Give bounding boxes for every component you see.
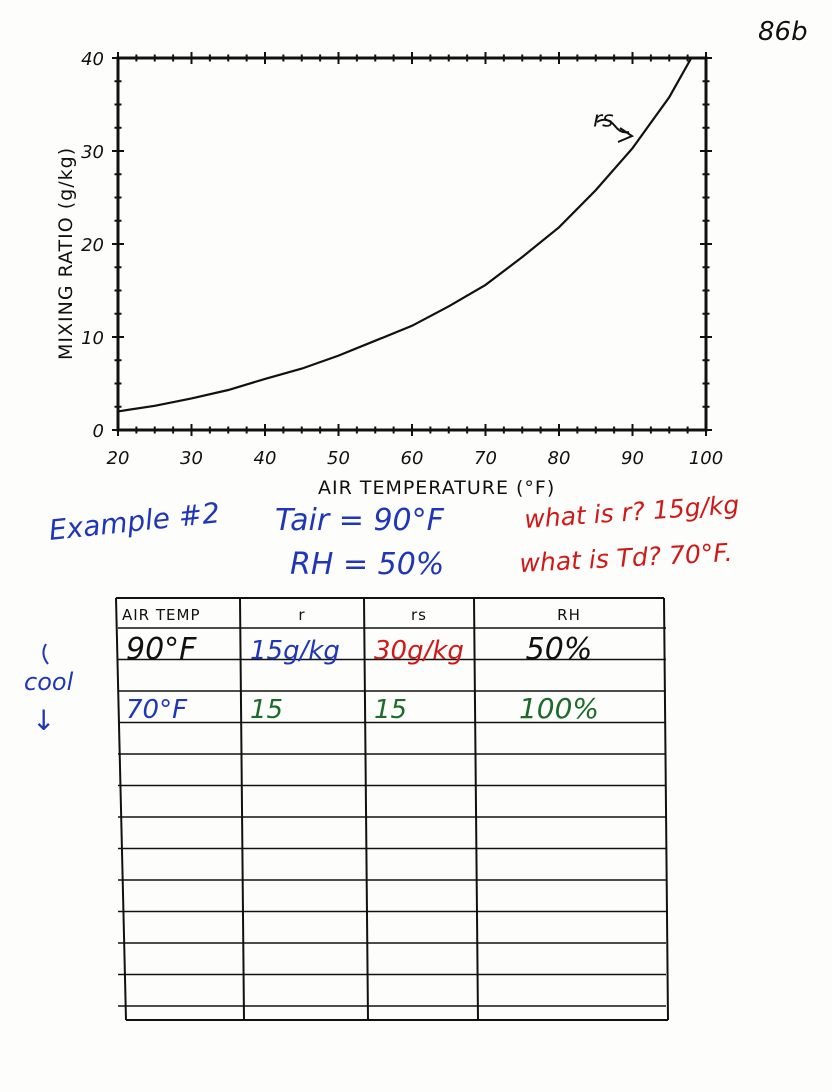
table-column-rule xyxy=(363,597,369,1021)
series-rs-arrow xyxy=(596,118,630,134)
y-axis-tick-labels: 0 10 20 30 40 xyxy=(81,49,104,442)
x-tick-label: 60 xyxy=(401,448,424,469)
page-number: 86b xyxy=(758,17,808,47)
x-tick-label: 20 xyxy=(107,448,130,469)
table-cell: 100% xyxy=(519,692,599,725)
table-column-rule xyxy=(115,597,127,1021)
table-cell: 30g/kg xyxy=(374,636,464,666)
x-tick-label: 30 xyxy=(180,448,203,469)
x-axis-label: AIR TEMPERATURE (°F) xyxy=(318,477,555,499)
cool-arrow-icon: ↓ xyxy=(32,704,55,737)
question-dew-point: what is Td? 70°F. xyxy=(519,538,733,578)
x-tick-label: 100 xyxy=(689,448,723,469)
table-header-cell: r xyxy=(298,606,305,624)
y-tick-label: 20 xyxy=(81,235,104,256)
cool-bracket-mark xyxy=(42,643,49,665)
x-axis-ticks xyxy=(117,52,707,436)
x-tick-label: 80 xyxy=(548,448,571,469)
y-tick-label: 0 xyxy=(93,421,104,442)
example-tair: Tair = 90°F xyxy=(275,503,445,538)
table-cell: 50% xyxy=(526,632,593,667)
y-tick-label: 40 xyxy=(81,49,104,70)
x-tick-label: 50 xyxy=(327,448,350,469)
table-cell: 15g/kg xyxy=(250,636,340,666)
table-column-rule xyxy=(473,597,479,1021)
table-header-cell: AIR TEMP xyxy=(122,606,201,624)
x-axis-tick-labels: 20 30 40 50 60 70 80 90 100 xyxy=(107,448,724,469)
y-axis-ticks xyxy=(112,57,712,431)
series-rs-arrowhead xyxy=(617,127,635,143)
example-rh: RH = 50% xyxy=(290,547,444,582)
plot-frame xyxy=(116,56,708,432)
example-heading: Example #2 xyxy=(47,496,221,547)
table-cell: 90°F xyxy=(126,632,197,667)
cool-label: cool xyxy=(24,668,74,696)
y-tick-label: 10 xyxy=(81,328,104,349)
x-tick-label: 90 xyxy=(621,448,644,469)
table-cell: 70°F xyxy=(126,695,188,725)
table-column-rule xyxy=(663,597,669,1021)
series-rs-line xyxy=(117,57,693,413)
x-tick-label: 70 xyxy=(474,448,497,469)
y-tick-label: 30 xyxy=(81,142,104,163)
table-column-rule xyxy=(239,597,245,1021)
data-table: AIR TEMP r rs RH 90°F 15g/kg 30g/kg 50% 70°F 15 15… xyxy=(115,597,669,1021)
question-mixing-ratio: what is r? 15g/kg xyxy=(523,490,740,534)
table-header-cell: rs xyxy=(411,606,427,624)
x-tick-label: 40 xyxy=(254,448,277,469)
table-cell: 15 xyxy=(374,695,407,725)
table-cell: 15 xyxy=(250,695,283,725)
table-header-cell: RH xyxy=(557,606,581,624)
y-axis-label: MIXING RATIO (g/kg) xyxy=(55,147,77,360)
